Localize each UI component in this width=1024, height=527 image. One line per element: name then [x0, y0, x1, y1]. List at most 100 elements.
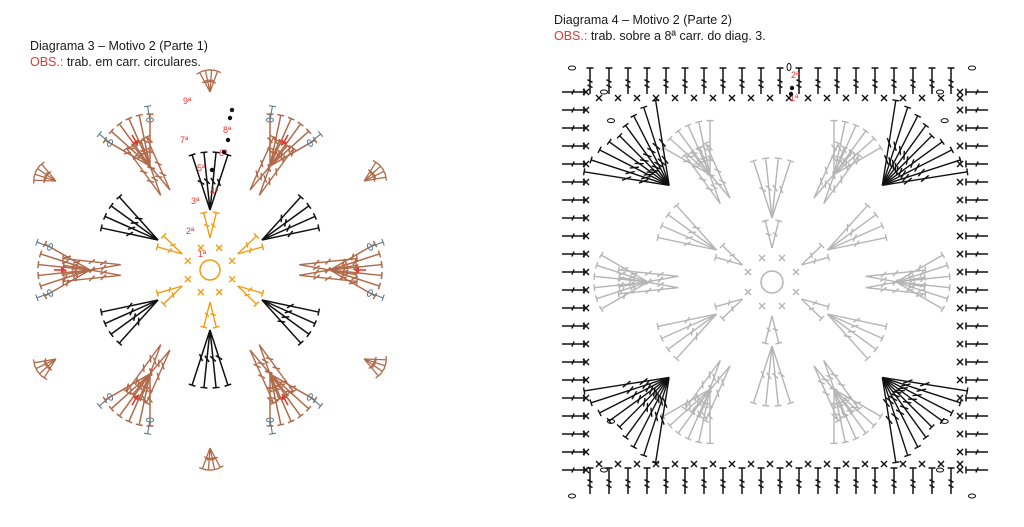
- stitch-dc: [965, 268, 988, 276]
- stitch-tr: [249, 134, 278, 191]
- stitch-sc: [582, 214, 590, 222]
- stitch-tr: [640, 105, 670, 186]
- stitch-dc: [209, 211, 220, 239]
- stitch-tr: [142, 349, 171, 406]
- stitch-sc: [184, 275, 192, 283]
- stitch-dc: [261, 193, 304, 241]
- stitch-dc: [562, 124, 585, 132]
- stitch-tr: [738, 67, 746, 94]
- magic-ring: [199, 259, 221, 281]
- stitch-tr: [881, 122, 930, 186]
- stitch-sc: [582, 412, 590, 420]
- stitch-sc: [582, 304, 590, 312]
- stitch-dc: [261, 224, 321, 241]
- stitch-slst: [789, 85, 795, 91]
- stitch-dc: [965, 142, 988, 150]
- stitch-dc: [800, 242, 825, 266]
- stitch-dc: [237, 232, 260, 255]
- stitch-dc: [196, 70, 211, 93]
- stitch-tr: [928, 67, 936, 94]
- stitch-sc: [671, 94, 679, 102]
- stitch-tr: [258, 145, 297, 196]
- stitch-dc: [562, 448, 585, 456]
- stitch-dc: [188, 153, 211, 211]
- stitch-dc: [965, 394, 988, 402]
- stitch-sc: [956, 268, 964, 276]
- stitch-tr: [662, 67, 670, 94]
- stitch-dc: [562, 322, 585, 330]
- stitch-ch: [967, 493, 977, 499]
- stitch-tr: [42, 240, 91, 271]
- stitch-tr: [258, 344, 297, 395]
- stitch-dc: [771, 345, 795, 405]
- stitch-sc: [633, 460, 641, 468]
- stitch-sc: [880, 94, 888, 102]
- stitch-dc: [116, 299, 159, 347]
- stitch-dc: [261, 299, 304, 347]
- diagram-4-stitches: 2ª 1ª: [562, 62, 988, 499]
- stitch-ch: [567, 493, 577, 499]
- stitch-dc: [209, 447, 224, 470]
- stitch-ch: [606, 418, 616, 424]
- stitch-dc: [965, 214, 988, 222]
- diagram-4-title: Diagrama 4 – Motivo 2 (Parte 2): [554, 13, 732, 27]
- stitch-dc: [761, 315, 773, 345]
- stitch-tr: [622, 122, 670, 186]
- stitch-dc: [261, 299, 321, 316]
- round-label: 5ª: [197, 163, 206, 173]
- stitch-dc: [761, 219, 773, 249]
- stitch-sc: [633, 94, 641, 102]
- stitch-tr: [116, 121, 151, 167]
- stitch-sc: [956, 88, 964, 96]
- stitch-dc: [659, 222, 717, 251]
- stitch-dc: [827, 313, 885, 342]
- stitch-dc: [363, 358, 382, 379]
- stitch-tr: [617, 266, 679, 278]
- stitch-dc: [237, 285, 265, 297]
- round-label: 2ª: [791, 70, 800, 80]
- stitch-sc: [956, 286, 964, 294]
- stitch-dc: [562, 250, 585, 258]
- stitch-dc: [965, 196, 988, 204]
- stitch-dc: [33, 176, 56, 184]
- stitch-dc: [363, 358, 385, 375]
- stitch-tr: [881, 99, 900, 186]
- stitch-dc: [714, 253, 743, 266]
- stitch-ch: [599, 467, 609, 473]
- stitch-dc: [200, 329, 211, 389]
- stitch-tr: [299, 255, 359, 267]
- stitch-tr: [123, 344, 162, 395]
- stitch-dc: [38, 161, 57, 182]
- stitch-hdc: [369, 292, 385, 302]
- stitch-sc: [582, 358, 590, 366]
- stitch-tr: [795, 467, 803, 494]
- stitch-sc: [842, 460, 850, 468]
- stitch-tr: [823, 145, 848, 204]
- stitch-tr: [38, 250, 91, 271]
- stitch-tr: [662, 467, 670, 494]
- stitch-dc: [35, 165, 57, 182]
- stitch-tr: [582, 168, 670, 186]
- stitch-sc: [582, 430, 590, 438]
- stitch-tr: [643, 67, 651, 94]
- stitch-sc: [956, 322, 964, 330]
- stitch-sc: [582, 268, 590, 276]
- stitch-sc: [937, 460, 945, 468]
- stitch-hdc: [268, 419, 276, 435]
- stitch-sc: [880, 460, 888, 468]
- stitch-hdc: [309, 131, 324, 144]
- stitch-sc: [956, 304, 964, 312]
- stitch-hdc: [35, 238, 51, 248]
- stitch-sc: [582, 286, 590, 294]
- stitch-dc: [562, 304, 585, 312]
- stitch-sc: [861, 460, 869, 468]
- stitch-sc: [956, 394, 964, 402]
- stitch-dc: [198, 447, 211, 471]
- diagram-4-caption: Diagrama 4 – Motivo 2 (Parte 2) OBS.: tr…: [554, 12, 766, 44]
- stitch-tr: [137, 139, 162, 196]
- stitch-sc: [709, 460, 717, 468]
- direction-arrow: [281, 134, 289, 146]
- stitch-sc: [956, 466, 964, 474]
- stitch-dc: [102, 212, 159, 241]
- stitch-dc: [562, 430, 585, 438]
